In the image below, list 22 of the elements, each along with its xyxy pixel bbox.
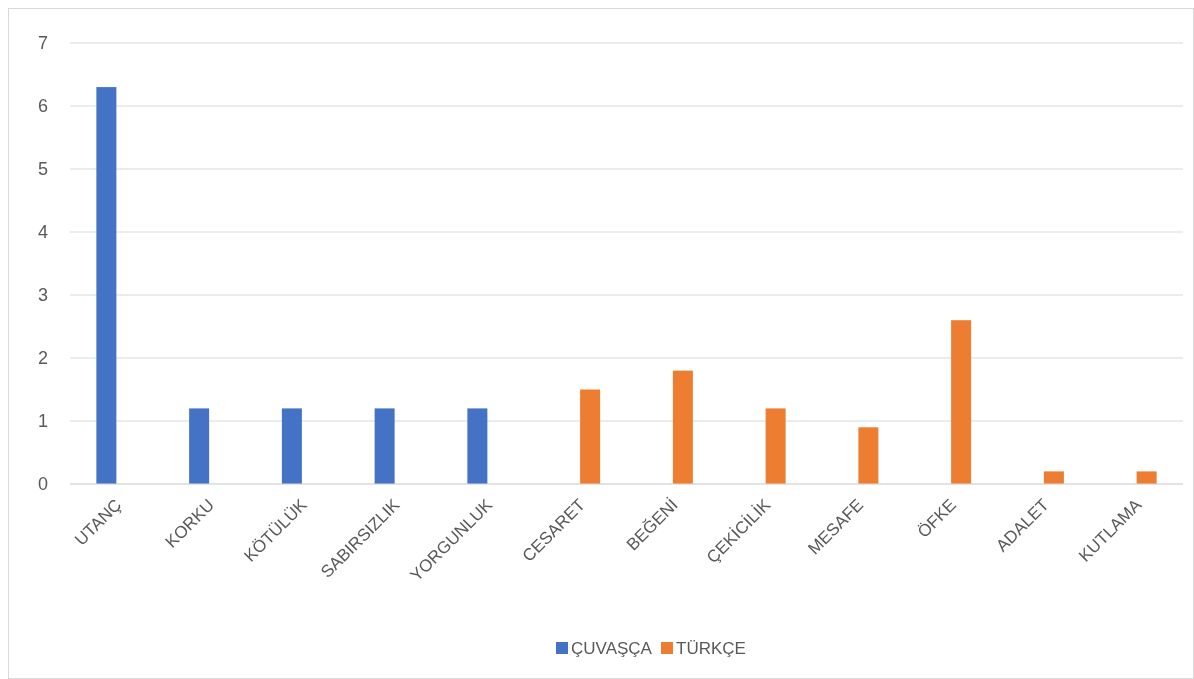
y-tick-label: 1	[37, 411, 48, 432]
y-tick-label: 7	[37, 33, 48, 54]
y-tick-label: 6	[37, 96, 48, 117]
y-tick-label: 2	[37, 348, 48, 369]
bar	[858, 427, 879, 484]
bar	[765, 408, 786, 484]
legend-label: ÇUVAŞÇA	[571, 638, 653, 658]
y-tick-label: 5	[37, 159, 48, 180]
bar	[467, 408, 488, 484]
bar	[1043, 471, 1064, 484]
y-tick-label: 4	[37, 222, 48, 243]
legend-label: TÜRKÇE	[676, 638, 746, 658]
bar	[374, 408, 395, 484]
bar	[951, 320, 972, 484]
bar	[672, 370, 693, 484]
bar	[96, 87, 117, 484]
bar	[189, 408, 210, 484]
y-tick-label: 0	[37, 474, 48, 495]
bar	[281, 408, 302, 484]
bar	[1136, 471, 1157, 484]
y-tick-label: 3	[37, 285, 48, 306]
bar	[580, 389, 601, 484]
